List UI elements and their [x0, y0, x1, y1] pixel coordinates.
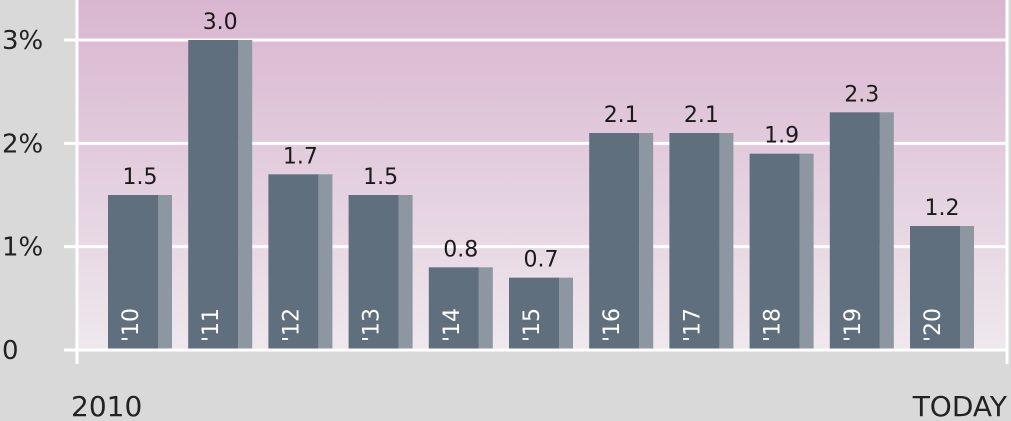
- bar-group: 0.7 '15: [509, 248, 573, 350]
- bar: [589, 133, 640, 350]
- bar-category-label: '17: [680, 308, 705, 342]
- bar-data-label: 2.1: [684, 103, 719, 128]
- bar: [268, 174, 319, 350]
- bar-side: [158, 195, 172, 350]
- bar-group: 1.5 '10: [108, 165, 172, 350]
- bar: [348, 195, 399, 350]
- bar-group: 1.7 '12: [268, 144, 333, 350]
- bar-data-label: 1.5: [123, 165, 158, 190]
- bar-category-label: '11: [199, 308, 224, 342]
- bar-category-label: '12: [279, 308, 304, 342]
- bar-side: [398, 195, 413, 350]
- y-tick-label: 3%: [2, 26, 43, 56]
- bar-data-label: 0.8: [443, 237, 478, 262]
- bar-side: [879, 112, 894, 350]
- bar-data-label: 2.1: [604, 103, 639, 128]
- x-axis: [64, 0, 1009, 364]
- bar-data-label: 0.7: [524, 248, 559, 273]
- bar-data-label: 1.9: [764, 124, 799, 149]
- bar-side: [639, 133, 654, 350]
- bar-side: [478, 267, 493, 350]
- y-tick-labels: 0 1% 2% 3%: [2, 26, 43, 366]
- bar-group: 2.3 '19: [829, 82, 894, 350]
- bar: [188, 40, 239, 350]
- bar-data-label: 1.7: [283, 144, 318, 169]
- bar: [108, 195, 158, 350]
- bar-category-label: '18: [761, 308, 786, 342]
- bar-side: [719, 133, 734, 350]
- bar-category-label: '14: [440, 308, 465, 342]
- y-tick-label: 0: [2, 336, 19, 366]
- bar-group: 3.0 '11: [188, 10, 253, 350]
- bars: 1.5 '10 3.0 '11 1.7 '12 1.5 '13 0.8 '14 0.7 '15 2.1 '…: [108, 10, 974, 350]
- x-end-label: TODAY: [912, 390, 1008, 421]
- bar-group: 0.8 '14: [428, 237, 493, 350]
- bar: [910, 226, 960, 350]
- y-tick-label: 1%: [2, 233, 43, 263]
- bar-group: 1.5 '13: [348, 165, 413, 350]
- bar-category-label: '13: [360, 308, 385, 342]
- bar-side: [799, 153, 814, 350]
- bar-group: 1.2 '20: [910, 196, 974, 350]
- x-start-label: 2010: [71, 390, 142, 421]
- bar-category-label: '16: [600, 308, 625, 342]
- bar-category-label: '20: [921, 308, 946, 342]
- bar-category-label: '19: [841, 308, 866, 342]
- bar: [749, 153, 800, 350]
- bar-data-label: 2.3: [844, 82, 879, 107]
- bar-category-label: '15: [520, 308, 545, 342]
- bar-group: 2.1 '17: [669, 103, 734, 350]
- bar-group: 1.9 '18: [749, 124, 814, 350]
- y-tick-label: 2%: [2, 129, 43, 159]
- bar-group: 2.1 '16: [589, 103, 654, 350]
- bar-side: [318, 174, 333, 350]
- bar: [428, 267, 479, 350]
- bar-data-label: 1.5: [363, 165, 398, 190]
- bar: [509, 277, 559, 350]
- bar-data-label: 1.2: [925, 196, 960, 221]
- bar: [829, 112, 880, 350]
- bar-category-label: '10: [119, 308, 144, 342]
- bar-side: [559, 277, 573, 350]
- bar-data-label: 3.0: [203, 10, 238, 35]
- bar: [669, 133, 720, 350]
- bar-side: [960, 226, 974, 350]
- bar-side: [238, 40, 253, 350]
